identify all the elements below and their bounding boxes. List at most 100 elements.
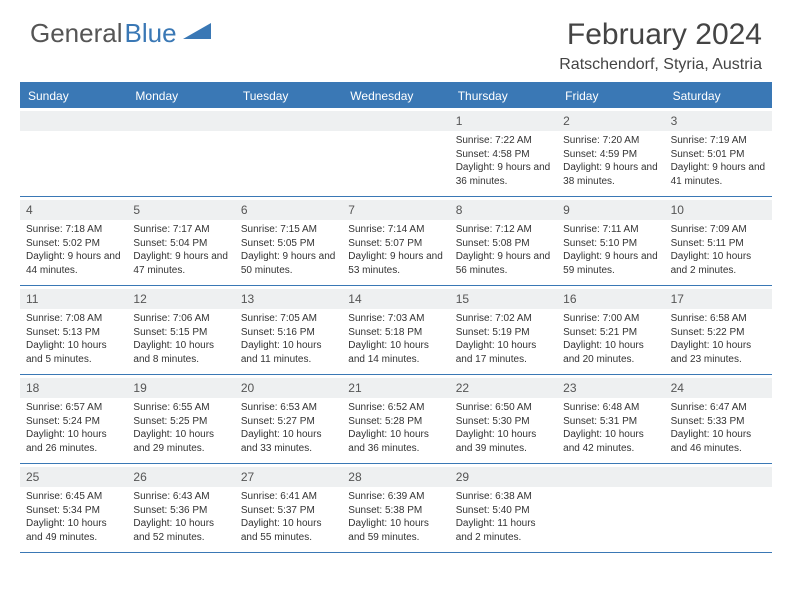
sunrise-text: Sunrise: 7:17 AM bbox=[133, 223, 228, 237]
sunset-text: Sunset: 5:36 PM bbox=[133, 504, 228, 518]
day-cell bbox=[20, 108, 127, 196]
day-cell: 23 Sunrise: 6:48 AMSunset: 5:31 PMDayligh… bbox=[557, 375, 664, 463]
day-cell: 1Sunrise: 7:22 AMSunset: 4:58 PMDaylight… bbox=[450, 108, 557, 196]
day-number: 7 bbox=[342, 200, 449, 220]
sunset-text: Sunset: 5:21 PM bbox=[563, 326, 658, 340]
weekday-header: Friday bbox=[557, 84, 664, 108]
day-details: Sunrise: 6:50 AMSunset: 5:30 PMDaylight:… bbox=[456, 401, 551, 455]
sunrise-text: Sunrise: 7:05 AM bbox=[241, 312, 336, 326]
day-cell: 20Sunrise: 6:53 AMSunset: 5:27 PMDayligh… bbox=[235, 375, 342, 463]
day-details: Sunrise: 6:52 AMSunset: 5:28 PMDaylight:… bbox=[348, 401, 443, 455]
day-number: 12 bbox=[127, 289, 234, 309]
day-cell: 28Sunrise: 6:39 AMSunset: 5:38 PMDayligh… bbox=[342, 464, 449, 552]
sunset-text: Sunset: 5:08 PM bbox=[456, 237, 551, 251]
daylight-text: Daylight: 10 hours and 11 minutes. bbox=[241, 339, 336, 366]
weekday-header: Wednesday bbox=[342, 84, 449, 108]
day-cell bbox=[127, 108, 234, 196]
day-cell: 8Sunrise: 7:12 AMSunset: 5:08 PMDaylight… bbox=[450, 197, 557, 285]
sunset-text: Sunset: 5:22 PM bbox=[671, 326, 766, 340]
day-cell: 3Sunrise: 7:19 AMSunset: 5:01 PMDaylight… bbox=[665, 108, 772, 196]
weekday-header-row: Sunday Monday Tuesday Wednesday Thursday… bbox=[20, 84, 772, 108]
daylight-text: Daylight: 10 hours and 46 minutes. bbox=[671, 428, 766, 455]
day-number: 16 bbox=[557, 289, 664, 309]
day-details: Sunrise: 6:45 AMSunset: 5:34 PMDaylight:… bbox=[26, 490, 121, 544]
title-block: February 2024 Ratschendorf, Styria, Aust… bbox=[559, 18, 762, 74]
day-details: Sunrise: 7:09 AMSunset: 5:11 PMDaylight:… bbox=[671, 223, 766, 277]
day-cell: 15Sunrise: 7:02 AMSunset: 5:19 PMDayligh… bbox=[450, 286, 557, 374]
daylight-text: Daylight: 10 hours and 20 minutes. bbox=[563, 339, 658, 366]
week-row: 4Sunrise: 7:18 AMSunset: 5:02 PMDaylight… bbox=[20, 197, 772, 286]
day-number bbox=[20, 111, 127, 131]
daylight-text: Daylight: 9 hours and 53 minutes. bbox=[348, 250, 443, 277]
day-number: 9 bbox=[557, 200, 664, 220]
week-row: 25Sunrise: 6:45 AMSunset: 5:34 PMDayligh… bbox=[20, 464, 772, 553]
day-details: Sunrise: 6:47 AMSunset: 5:33 PMDaylight:… bbox=[671, 401, 766, 455]
day-number bbox=[127, 111, 234, 131]
daylight-text: Daylight: 10 hours and 17 minutes. bbox=[456, 339, 551, 366]
day-number: 19 bbox=[127, 378, 234, 398]
day-number: 29 bbox=[450, 467, 557, 487]
day-number bbox=[665, 467, 772, 487]
day-number: 28 bbox=[342, 467, 449, 487]
day-number: 22 bbox=[450, 378, 557, 398]
day-number bbox=[557, 467, 664, 487]
day-details: Sunrise: 7:22 AMSunset: 4:58 PMDaylight:… bbox=[456, 134, 551, 188]
weekday-header: Thursday bbox=[450, 84, 557, 108]
logo-triangle-icon bbox=[183, 21, 211, 46]
sunset-text: Sunset: 5:34 PM bbox=[26, 504, 121, 518]
sunrise-text: Sunrise: 6:50 AM bbox=[456, 401, 551, 415]
sunrise-text: Sunrise: 6:57 AM bbox=[26, 401, 121, 415]
day-details: Sunrise: 6:58 AMSunset: 5:22 PMDaylight:… bbox=[671, 312, 766, 366]
day-details: Sunrise: 6:48 AMSunset: 5:31 PMDaylight:… bbox=[563, 401, 658, 455]
sunset-text: Sunset: 5:15 PM bbox=[133, 326, 228, 340]
day-number: 13 bbox=[235, 289, 342, 309]
day-cell: 16Sunrise: 7:00 AMSunset: 5:21 PMDayligh… bbox=[557, 286, 664, 374]
day-details: Sunrise: 6:53 AMSunset: 5:27 PMDaylight:… bbox=[241, 401, 336, 455]
daylight-text: Daylight: 10 hours and 5 minutes. bbox=[26, 339, 121, 366]
day-details: Sunrise: 6:43 AMSunset: 5:36 PMDaylight:… bbox=[133, 490, 228, 544]
daylight-text: Daylight: 10 hours and 59 minutes. bbox=[348, 517, 443, 544]
sunrise-text: Sunrise: 6:55 AM bbox=[133, 401, 228, 415]
day-details: Sunrise: 6:55 AMSunset: 5:25 PMDaylight:… bbox=[133, 401, 228, 455]
weeks-container: 1Sunrise: 7:22 AMSunset: 4:58 PMDaylight… bbox=[20, 108, 772, 553]
week-row: 18Sunrise: 6:57 AMSunset: 5:24 PMDayligh… bbox=[20, 375, 772, 464]
day-details: Sunrise: 7:17 AMSunset: 5:04 PMDaylight:… bbox=[133, 223, 228, 277]
sunset-text: Sunset: 5:28 PM bbox=[348, 415, 443, 429]
sunset-text: Sunset: 5:16 PM bbox=[241, 326, 336, 340]
daylight-text: Daylight: 9 hours and 38 minutes. bbox=[563, 161, 658, 188]
logo-text-general: General bbox=[30, 18, 123, 49]
day-cell bbox=[557, 464, 664, 552]
day-details: Sunrise: 7:08 AMSunset: 5:13 PMDaylight:… bbox=[26, 312, 121, 366]
daylight-text: Daylight: 9 hours and 56 minutes. bbox=[456, 250, 551, 277]
day-number bbox=[342, 111, 449, 131]
sunrise-text: Sunrise: 6:53 AM bbox=[241, 401, 336, 415]
day-cell: 27Sunrise: 6:41 AMSunset: 5:37 PMDayligh… bbox=[235, 464, 342, 552]
day-cell: 18Sunrise: 6:57 AMSunset: 5:24 PMDayligh… bbox=[20, 375, 127, 463]
daylight-text: Daylight: 10 hours and 14 minutes. bbox=[348, 339, 443, 366]
sunset-text: Sunset: 5:04 PM bbox=[133, 237, 228, 251]
day-number: 2 bbox=[557, 111, 664, 131]
sunset-text: Sunset: 5:11 PM bbox=[671, 237, 766, 251]
sunset-text: Sunset: 5:25 PM bbox=[133, 415, 228, 429]
daylight-text: Daylight: 11 hours and 2 minutes. bbox=[456, 517, 551, 544]
day-details: Sunrise: 7:11 AMSunset: 5:10 PMDaylight:… bbox=[563, 223, 658, 277]
daylight-text: Daylight: 10 hours and 26 minutes. bbox=[26, 428, 121, 455]
daylight-text: Daylight: 10 hours and 33 minutes. bbox=[241, 428, 336, 455]
day-cell: 19 Sunrise: 6:55 AMSunset: 5:25 PMDayligh… bbox=[127, 375, 234, 463]
day-number: 18 bbox=[20, 378, 127, 398]
daylight-text: Daylight: 9 hours and 44 minutes. bbox=[26, 250, 121, 277]
sunrise-text: Sunrise: 6:43 AM bbox=[133, 490, 228, 504]
day-number: 23 bbox=[557, 378, 664, 398]
day-details: Sunrise: 7:05 AMSunset: 5:16 PMDaylight:… bbox=[241, 312, 336, 366]
day-details: Sunrise: 7:20 AMSunset: 4:59 PMDaylight:… bbox=[563, 134, 658, 188]
day-number bbox=[235, 111, 342, 131]
day-cell: 13 Sunrise: 7:05 AMSunset: 5:16 PMDayligh… bbox=[235, 286, 342, 374]
sunset-text: Sunset: 4:59 PM bbox=[563, 148, 658, 162]
logo-text-blue: Blue bbox=[125, 18, 177, 49]
sunset-text: Sunset: 4:58 PM bbox=[456, 148, 551, 162]
daylight-text: Daylight: 10 hours and 42 minutes. bbox=[563, 428, 658, 455]
day-number: 21 bbox=[342, 378, 449, 398]
weekday-header: Monday bbox=[127, 84, 234, 108]
sunrise-text: Sunrise: 6:48 AM bbox=[563, 401, 658, 415]
day-details: Sunrise: 7:06 AMSunset: 5:15 PMDaylight:… bbox=[133, 312, 228, 366]
